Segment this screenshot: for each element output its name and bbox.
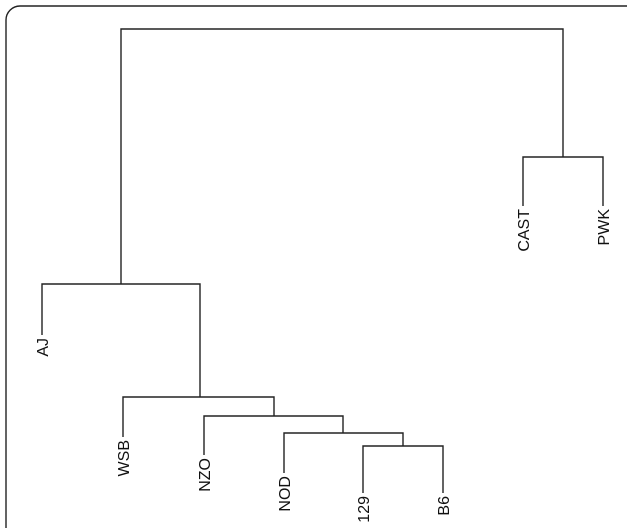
branch-aj-rest	[41, 283, 201, 397]
leaf-label-cast: CAST	[516, 209, 533, 252]
branch-root	[120, 28, 564, 284]
leaf-label-pwk: PWK	[596, 209, 613, 246]
branch-129-b6	[362, 445, 444, 493]
branch-cast-pwk	[522, 156, 604, 206]
leaf-label-b6: B6	[436, 496, 453, 516]
leaf-label-129: 129	[356, 496, 373, 523]
branch-nod-rest	[283, 432, 404, 473]
leaf-label-nod: NOD	[277, 476, 294, 512]
leaf-label-wsb: WSB	[116, 440, 133, 476]
branch-nzo-rest	[203, 415, 344, 455]
leaf-label-nzo: NZO	[197, 458, 214, 492]
branch-wsb-rest	[122, 396, 275, 437]
figure-border	[5, 5, 627, 528]
leaf-label-aj: AJ	[35, 338, 52, 357]
